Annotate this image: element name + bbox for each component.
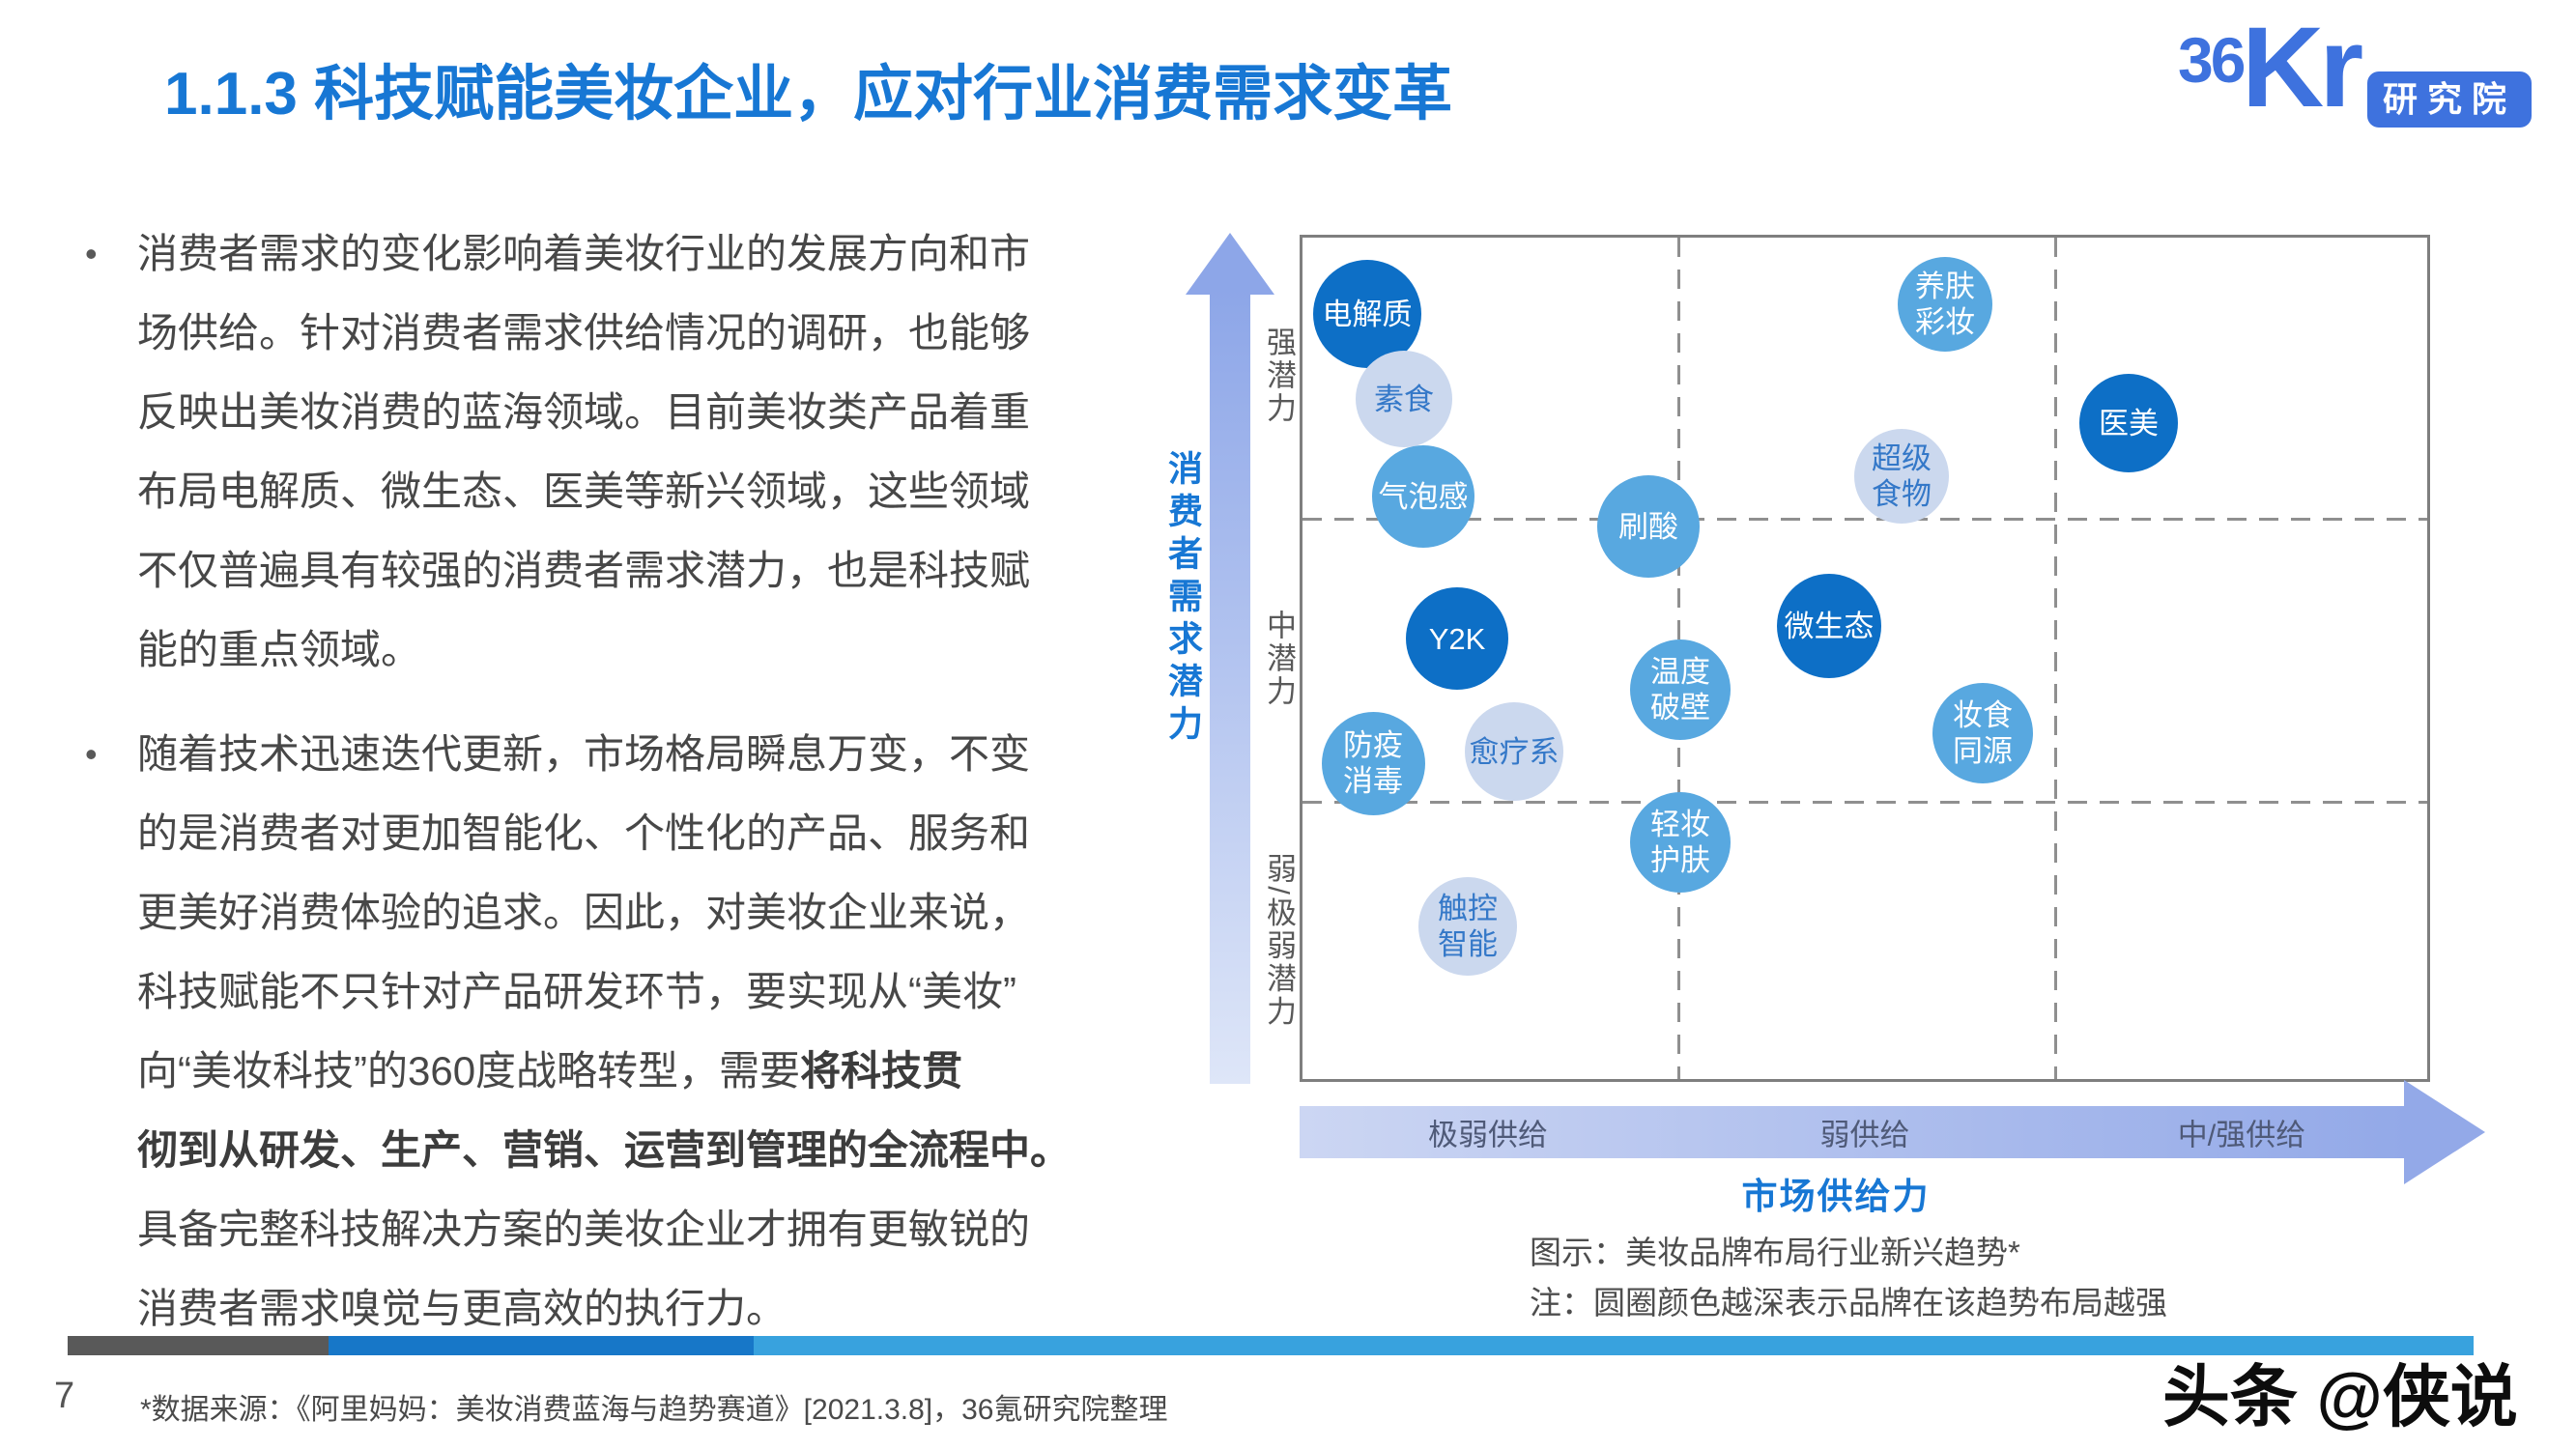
bubble-愈疗系: 愈疗系 bbox=[1465, 702, 1563, 801]
bullet-item: • 消费者需求的变化影响着美妆行业的发展方向和市 场供给。针对消费者需求供给情况的调… bbox=[85, 214, 1129, 690]
bubble-温度破壁: 温度 破壁 bbox=[1630, 639, 1731, 740]
page-number: 7 bbox=[54, 1376, 75, 1416]
bullet-text: 消费者需求的变化影响着美妆行业的发展方向和市 场供给。针对消费者需求供给情况的调研… bbox=[137, 231, 1031, 672]
bubble-触控智能: 触控 智能 bbox=[1418, 877, 1517, 976]
progress-bar-segment-dark bbox=[68, 1336, 329, 1355]
plot-area: 电解质 素食 气泡感 刷酸 养肤 彩妆超级 食物 医美 Y2K 微生态 温度 破壁 妆食 同源 防疫 消毒 愈疗… bbox=[1300, 235, 2430, 1082]
bubble-超级食物: 超级 食物 bbox=[1854, 429, 1949, 524]
y-axis-title: 消费者需求潜力 bbox=[1163, 450, 1203, 748]
bullet-dot-icon: • bbox=[85, 234, 98, 273]
y-tick-label: 强潜力 bbox=[1262, 327, 1296, 426]
footnote-source: *数据来源：《阿里妈妈：美妆消费蓝海与趋势赛道》[2021.3.8]，36氪研究… bbox=[140, 1394, 1168, 1426]
x-axis-arrow-icon bbox=[2404, 1080, 2485, 1184]
body-text: • 消费者需求的变化影响着美妆行业的发展方向和市 场供给。针对消费者需求供给情况的调… bbox=[85, 214, 1129, 1374]
y-axis-arrow-icon bbox=[1186, 233, 1274, 295]
y-tick-label: 弱/极弱潜力 bbox=[1262, 853, 1296, 1029]
x-axis-title: 市场供给力 bbox=[1741, 1177, 1931, 1216]
progress-bar-segment-blue bbox=[329, 1336, 754, 1355]
bubble-养肤彩妆: 养肤 彩妆 bbox=[1898, 257, 1992, 352]
bubble-妆食同源: 妆食 同源 bbox=[1932, 683, 2033, 783]
y-tick-label: 中潜力 bbox=[1262, 609, 1296, 708]
bubble-电解质: 电解质 bbox=[1313, 260, 1421, 368]
bubble-微生态: 微生态 bbox=[1777, 574, 1881, 678]
progress-bar-segment-light bbox=[754, 1336, 2474, 1355]
watermark: 头条 @侠说 bbox=[2162, 1359, 2518, 1435]
bubble-防疫消毒: 防疫 消毒 bbox=[1321, 711, 1425, 815]
bubble-Y2K: Y2K bbox=[1406, 587, 1508, 690]
logo-badge-yanjiuyuan: 研究院 bbox=[2367, 71, 2533, 128]
gridline-horizontal-1 bbox=[1302, 518, 2427, 521]
chart-note: 注：圆圈颜色越深表示品牌在该趋势布局越强 bbox=[1530, 1285, 2167, 1321]
x-tick-label: 弱供给 bbox=[1819, 1118, 1910, 1152]
bubble-刷酸: 刷酸 bbox=[1597, 475, 1700, 578]
bullet-text: 随着技术迅速迭代更新，市场格局瞬息万变，不变 的是消费者对更加智能化、个性化的产品… bbox=[137, 731, 1072, 1331]
gridline-horizontal-2 bbox=[1302, 801, 2427, 804]
chart-caption: 图示：美妆品牌布局行业新兴趋势* bbox=[1530, 1235, 2020, 1270]
x-axis-arrow-shaft bbox=[1300, 1106, 2406, 1158]
bubble-轻妆护肤: 轻妆 护肤 bbox=[1630, 792, 1731, 893]
bubble-医美: 医美 bbox=[2079, 374, 2178, 472]
bullet-dot-icon: • bbox=[85, 734, 98, 774]
gridline-vertical-2 bbox=[2054, 238, 2057, 1079]
logo-36: 36 bbox=[2178, 24, 2246, 96]
x-tick-label: 极弱供给 bbox=[1428, 1118, 1548, 1152]
bubble-气泡感: 气泡感 bbox=[1372, 445, 1474, 548]
bubble-素食: 素食 bbox=[1356, 351, 1452, 447]
logo-kr: Kr bbox=[2242, 4, 2363, 131]
x-tick-label: 中/强供给 bbox=[2177, 1118, 2306, 1152]
page-title: 1.1.3 科技赋能美妆企业，应对行业消费需求变革 bbox=[164, 61, 1453, 128]
bullet-item: • 随着技术迅速迭代更新，市场格局瞬息万变，不变 的是消费者对更加智能化、个性化的产… bbox=[85, 715, 1129, 1349]
y-axis-arrow-shaft bbox=[1210, 290, 1250, 1084]
